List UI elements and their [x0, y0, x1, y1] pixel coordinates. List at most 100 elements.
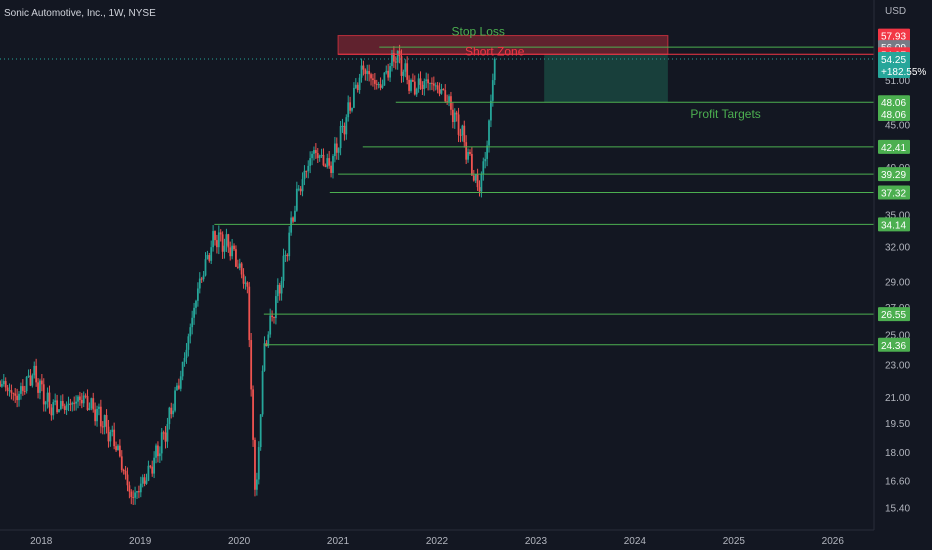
candle-body	[143, 477, 146, 484]
candle-body	[254, 439, 256, 490]
candle-body	[358, 77, 361, 91]
candle-body	[124, 470, 127, 475]
candles-layer	[0, 44, 496, 505]
candle-body	[40, 380, 43, 385]
candle-body	[73, 402, 76, 404]
y-tick-label: 19.50	[885, 419, 910, 430]
candle-body	[128, 485, 131, 492]
candle-body	[1, 384, 3, 387]
candle-body	[0, 381, 1, 387]
x-tick-label: 2020	[228, 536, 251, 547]
candle-body	[326, 158, 329, 167]
candle-body	[379, 84, 382, 88]
candle-body	[42, 384, 45, 405]
candle-body	[225, 234, 228, 246]
candle-body	[92, 398, 95, 410]
candle-body	[486, 145, 489, 159]
candle-body	[282, 255, 285, 281]
candle-body	[415, 88, 418, 95]
candle-body	[158, 453, 161, 457]
time-axis-ticks: 2018 2019 2020 2021 2022 2023 2024 2025 2026	[30, 536, 844, 547]
candle-body	[6, 387, 9, 391]
candle-body	[299, 188, 302, 192]
annotation-profit-targets: Profit Targets	[690, 107, 760, 121]
price-tag-label: 48.06	[881, 110, 906, 121]
candle-body	[136, 491, 138, 493]
candle-body	[309, 158, 312, 166]
candle-body	[179, 376, 182, 389]
candle-body	[333, 143, 336, 157]
candle-body	[29, 375, 32, 386]
candle-body	[408, 79, 410, 91]
candle-body	[185, 349, 188, 358]
candle-body	[345, 117, 348, 135]
candle-body	[132, 497, 135, 499]
candle-body	[37, 382, 39, 393]
candle-body	[246, 282, 249, 287]
candle-body	[273, 317, 275, 319]
candle-body	[472, 175, 475, 181]
price-tag-target	[878, 185, 910, 200]
candle-body	[236, 266, 239, 268]
candle-body	[259, 414, 262, 448]
candle-body	[80, 399, 83, 404]
candle-body	[488, 120, 490, 146]
candle-body	[391, 53, 393, 67]
y-tick-label: 15.40	[885, 504, 910, 515]
candle-body	[339, 126, 342, 149]
candle-body	[59, 401, 62, 410]
candle-body	[35, 365, 38, 383]
candle-body	[77, 396, 79, 402]
candle-body	[419, 78, 422, 85]
candle-body	[400, 56, 403, 76]
candle-body	[311, 153, 313, 159]
price-tag-target	[878, 337, 910, 352]
candle-body	[448, 96, 450, 102]
candle-body	[240, 263, 243, 275]
candle-body	[94, 409, 97, 422]
candle-body	[278, 284, 281, 294]
price-tag-target	[878, 107, 910, 122]
time-axis[interactable]	[0, 530, 874, 550]
candle-body	[235, 249, 237, 267]
candle-body	[244, 282, 247, 284]
candle-body	[297, 188, 300, 190]
chart-title: Sonic Automotive, Inc., 1W, NYSE	[4, 8, 156, 19]
candle-body	[480, 174, 483, 192]
candle-body	[320, 154, 323, 156]
candle-body	[233, 245, 235, 250]
candle-body	[381, 85, 384, 88]
candle-body	[18, 393, 20, 401]
candle-body	[23, 390, 26, 392]
candle-body	[90, 398, 93, 409]
candle-body	[151, 466, 154, 474]
price-axis[interactable]	[874, 0, 932, 550]
candle-body	[463, 125, 466, 143]
candle-body	[257, 447, 260, 480]
candle-body	[410, 79, 412, 91]
candle-body	[354, 84, 357, 88]
candle-body	[122, 469, 125, 471]
x-tick-label: 2021	[327, 536, 350, 547]
candle-body	[168, 407, 171, 425]
candle-body	[145, 480, 148, 484]
candle-body	[417, 78, 420, 89]
candle-body	[341, 125, 344, 127]
x-tick-label: 2025	[723, 536, 746, 547]
x-tick-label: 2024	[624, 536, 647, 547]
candle-body	[290, 217, 293, 233]
y-tick-label: 23.00	[885, 360, 910, 371]
candle-body	[174, 390, 176, 411]
candle-body	[27, 375, 30, 377]
candle-body	[328, 158, 331, 166]
candle-body	[166, 424, 169, 442]
candle-body	[48, 392, 51, 408]
candle-body	[440, 89, 443, 94]
price-tag-target	[878, 139, 910, 154]
candle-body	[356, 84, 359, 91]
candle-body	[216, 240, 218, 248]
price-tag-label: 39.29	[881, 170, 906, 181]
candle-body	[276, 284, 279, 297]
candle-body	[120, 456, 123, 470]
